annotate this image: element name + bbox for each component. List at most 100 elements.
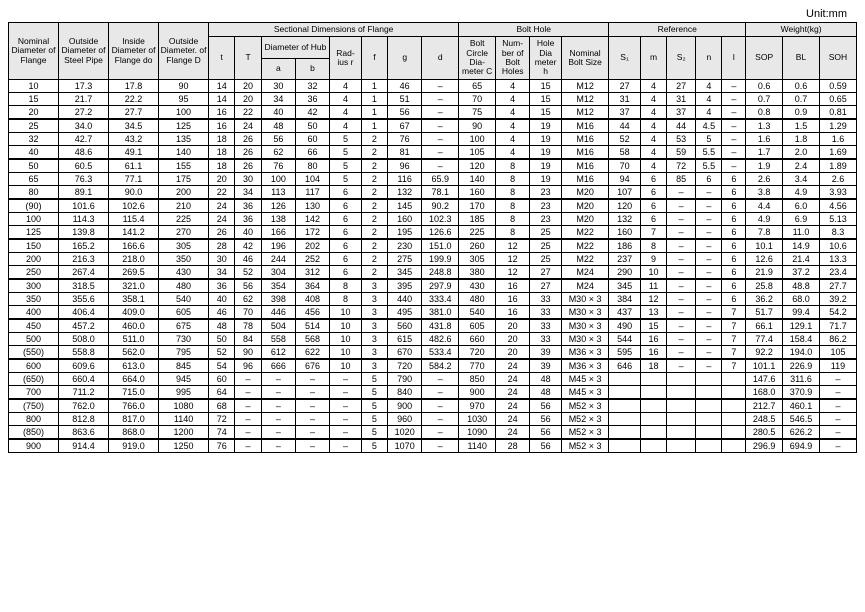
table-cell: 5: [330, 172, 362, 185]
table-cell: 196: [261, 239, 295, 253]
table-cell: 504: [261, 319, 295, 333]
table-cell: 226.9: [783, 359, 820, 373]
table-cell: –: [261, 412, 295, 425]
table-cell: 17.3: [59, 79, 109, 92]
table-cell: 100: [9, 212, 59, 225]
table-cell: 48.6: [59, 145, 109, 159]
table-cell: 6: [722, 212, 746, 225]
table-cell: 52: [235, 265, 261, 279]
table-cell: –: [330, 372, 362, 385]
table-cell: 8: [330, 279, 362, 293]
table-cell: 53: [667, 132, 696, 145]
table-cell: 10: [330, 345, 362, 359]
table-cell: 40: [9, 145, 59, 159]
table-row: 250267.4269.5430345230431262345248.83801…: [9, 265, 857, 279]
table-cell: 0.9: [783, 105, 820, 119]
table-cell: 660.4: [59, 372, 109, 385]
table-cell: 40: [209, 292, 235, 305]
table-cell: 1: [361, 92, 387, 105]
table-cell: 23: [530, 185, 562, 199]
table-cell: 4: [640, 132, 666, 145]
table-cell: 56: [530, 425, 562, 439]
table-cell: [640, 425, 666, 439]
table-cell: 125: [159, 119, 209, 133]
table-cell: M24: [561, 279, 608, 293]
table-cell: 194.0: [783, 345, 820, 359]
table-cell: 311.6: [783, 372, 820, 385]
table-cell: –: [722, 92, 746, 105]
table-cell: 22: [235, 105, 261, 119]
table-cell: 670: [388, 345, 422, 359]
table-cell: 4: [496, 79, 530, 92]
table-cell: 533.4: [422, 345, 459, 359]
table-cell: 0.59: [819, 79, 856, 92]
table-cell: 155: [159, 159, 209, 173]
table-cell: 1: [361, 105, 387, 119]
table-cell: 65: [9, 172, 59, 185]
table-cell: –: [696, 319, 722, 333]
table-cell: 1090: [459, 425, 496, 439]
table-cell: 30: [209, 252, 235, 265]
table-cell: 1080: [159, 399, 209, 413]
hdr-weight: Weight(kg): [746, 23, 857, 37]
table-cell: 2.0: [783, 145, 820, 159]
table-cell: 595: [609, 345, 641, 359]
table-cell: M22: [561, 252, 608, 265]
table-cell: 2: [361, 185, 387, 199]
table-cell: 70: [609, 159, 641, 173]
table-cell: 10: [330, 359, 362, 373]
table-cell: 101.1: [746, 359, 783, 373]
table-cell: 100: [159, 105, 209, 119]
table-cell: –: [235, 385, 261, 399]
table-cell: –: [696, 332, 722, 345]
table-cell: 7.8: [746, 225, 783, 239]
table-row: 8089.190.020022341131176213278.1160823M2…: [9, 185, 857, 199]
table-cell: 1140: [159, 412, 209, 425]
table-cell: M16: [561, 119, 608, 133]
table-cell: 24: [496, 385, 530, 399]
table-cell: 23: [530, 199, 562, 213]
table-cell: [609, 399, 641, 413]
table-cell: 350: [9, 292, 59, 305]
table-cell: –: [235, 425, 261, 439]
table-cell: 970: [459, 399, 496, 413]
table-cell: 50: [295, 119, 329, 133]
table-cell: –: [722, 145, 746, 159]
table-cell: 58: [609, 145, 641, 159]
table-cell: M20: [561, 185, 608, 199]
table-cell: –: [667, 279, 696, 293]
table-cell: 766.0: [109, 399, 159, 413]
table-cell: 6: [722, 292, 746, 305]
table-cell: 33: [530, 292, 562, 305]
table-cell: 50: [209, 332, 235, 345]
table-cell: 80: [295, 159, 329, 173]
table-cell: 25: [530, 239, 562, 253]
table-cell: M24: [561, 265, 608, 279]
table-cell: 6: [722, 185, 746, 199]
table-cell: 19: [530, 172, 562, 185]
table-cell: 318.5: [59, 279, 109, 293]
table-cell: [722, 425, 746, 439]
table-cell: 626.2: [783, 425, 820, 439]
table-cell: 12: [496, 239, 530, 253]
table-cell: 90: [159, 79, 209, 92]
table-cell: 7: [722, 332, 746, 345]
table-cell: (550): [9, 345, 59, 359]
table-cell: [722, 412, 746, 425]
table-cell: 664.0: [109, 372, 159, 385]
table-cell: 408: [295, 292, 329, 305]
table-cell: 16: [640, 345, 666, 359]
table-cell: 96: [235, 359, 261, 373]
table-cell: –: [330, 385, 362, 399]
table-cell: 10: [640, 265, 666, 279]
table-cell: 398: [261, 292, 295, 305]
table-cell: 615: [388, 332, 422, 345]
table-cell: 5: [330, 145, 362, 159]
table-row: 700711.2715.099564––––5840–9002448M45 × …: [9, 385, 857, 399]
table-cell: [667, 399, 696, 413]
table-cell: 4.5: [696, 119, 722, 133]
table-cell: [609, 372, 641, 385]
table-cell: 12: [496, 252, 530, 265]
table-cell: 1.6: [819, 132, 856, 145]
table-cell: 1030: [459, 412, 496, 425]
